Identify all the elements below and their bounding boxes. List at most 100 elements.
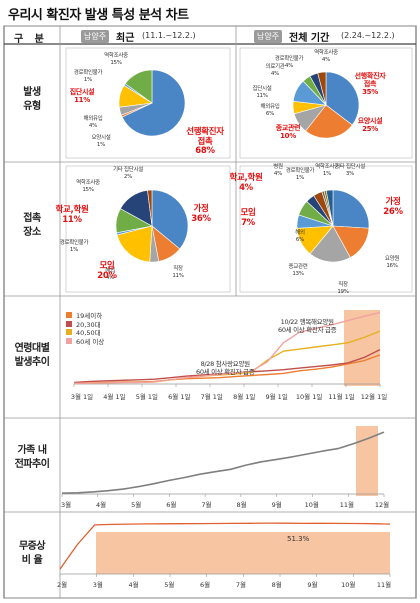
age-x-tick-label: 7월 1일	[200, 393, 223, 401]
row-label-contact: 접촉 장소	[23, 213, 41, 238]
legend-swatch	[66, 329, 72, 336]
pie-slice-label: 경로확인불가 1%	[73, 70, 103, 83]
family-chart-highlight	[356, 426, 378, 496]
pie-slice-label: 병원 4%	[273, 164, 283, 177]
row-label-occurrence: 발생 유형	[23, 87, 41, 112]
asymptomatic-x-tick-label: 3월	[92, 581, 103, 589]
pie-slice-label: 요양시설 1%	[91, 135, 111, 148]
pie-slice-label: 역학조사중 15%	[76, 180, 100, 193]
pie-slice-label: 집단시설 11%	[69, 88, 95, 104]
asymptomatic-x-tick-label: 10월	[341, 581, 356, 589]
age-x-tick-label: 8월 1일	[233, 393, 256, 401]
age-x-tick-label: 5월 1일	[135, 393, 159, 401]
pie-occurrence-recent-slice	[124, 69, 153, 104]
legend-swatch	[66, 320, 72, 327]
pie-frame	[239, 165, 413, 293]
asymptomatic-chart-highlight	[96, 532, 390, 574]
pie-contact-all-slice	[309, 225, 351, 263]
row-label-asymptomatic: 무증상 비 율	[18, 541, 46, 566]
asymptomatic-chart-series	[59, 522, 391, 570]
family-x-tick-label: 11월	[339, 501, 355, 509]
family-x-tick-label: 12월	[374, 501, 390, 509]
pie-slice-label: 직장 11%	[172, 266, 184, 279]
legend-label: 20,30대	[76, 320, 101, 329]
family-x-tick-label: 7월	[201, 501, 212, 509]
pie-occurrence-recent-slice	[121, 69, 186, 137]
pie-slice-label: 해외유입 4%	[83, 116, 103, 129]
pie-slice-label: 학교,학원 4%	[229, 173, 263, 193]
pie-slice-label: 해외 6%	[295, 230, 305, 243]
family-x-tick-label: 3월	[60, 501, 72, 509]
asymptomatic-x-tick-label: 9월	[307, 581, 318, 589]
pie-slice-label: 직장 19%	[337, 282, 349, 295]
age-legend: 19세이하 20,30대 40,50대 60세 이상	[66, 311, 104, 346]
family-x-tick-label: 10월	[304, 501, 319, 509]
pie-slice-label: 선행확진자 접촉 35%	[354, 72, 386, 96]
region-badge-recent: 남양주	[81, 30, 110, 43]
age-x-tick-label: 11월 1일	[328, 393, 355, 401]
pie-slice-label: 해외 4%	[105, 268, 115, 281]
annotation-oct22: 10/22 행복해요양원 60세 이상 확진자 급증	[278, 318, 337, 334]
pie-slice-label: 선행확진자 접촉 68%	[186, 127, 224, 156]
pie-slice-label: 경로확인불가 4%	[274, 56, 304, 69]
legend-swatch	[66, 312, 72, 319]
pie-slice-label: 종교관련 13%	[288, 264, 308, 277]
pie-slice-label: 기타 집단시설 3%	[334, 164, 366, 177]
legend-item: 19세이하	[66, 311, 104, 320]
age-x-tick-label: 10월 1일	[295, 393, 323, 401]
pie-slice-label: 요양원 16%	[384, 256, 400, 269]
legend-swatch	[66, 337, 72, 344]
asymptomatic-x-tick-label: 2월	[56, 581, 68, 589]
age-chart-highlight	[344, 310, 380, 386]
legend-item: 60세 이상	[66, 337, 104, 346]
pie-slice-label: 역학조사중 1%	[315, 164, 339, 177]
pie-slice-label: 경로확인불가 1%	[59, 240, 89, 253]
age-x-tick-label: 6월 1일	[168, 393, 191, 401]
age-x-tick-label: 4월 1일	[103, 393, 126, 401]
page-title: 우리시 확진자 발생 특성 분석 차트	[8, 8, 189, 23]
pie-slice-label: 모임 20%	[97, 261, 117, 281]
all-period-label: 전체 기간	[289, 33, 330, 44]
recent-range: (11.1.~12.2.)	[142, 31, 196, 40]
pie-frame	[239, 47, 413, 159]
family-x-tick-label: 8월	[236, 501, 247, 509]
legend-label: 40,50대	[76, 329, 101, 338]
pie-contact-all-slice	[332, 189, 370, 229]
age-x-tick-label: 3월 1일	[70, 393, 94, 401]
pie-slice-label: 가정 26%	[383, 197, 403, 217]
age-x-tick-label: 12월 1일	[360, 393, 388, 401]
recent-label: 최근	[116, 33, 135, 44]
asymptomatic-x-tick-label: 7월	[235, 581, 246, 589]
legend-label: 19세이하	[76, 312, 103, 321]
asymptomatic-x-tick-label: 5월	[164, 581, 175, 589]
region-badge-all: 남양주	[254, 30, 283, 43]
header-gubun: 구 분	[14, 34, 48, 45]
pie-slice-label: 기타 집단시설 2%	[112, 167, 144, 180]
family-x-tick-label: 9월	[271, 501, 282, 509]
pie-slice-label: 경로확인불가 1%	[285, 168, 315, 181]
pie-slice-label: 종교관련 10%	[275, 124, 301, 140]
pie-slice-label: 역학조사중 15%	[104, 53, 128, 66]
annotation-aug28: 8/28 참사랑요양원 60세 이상 확진자 급증	[196, 360, 255, 376]
row-label-age: 연령대별 발생추이	[14, 343, 50, 368]
pie-slice-label: 역학조사중 4%	[314, 50, 338, 63]
legend-label: 60세 이상	[76, 337, 105, 346]
pie-contact-recent-slice	[147, 189, 153, 227]
pie-slice-label: 요양시설 25%	[357, 117, 383, 133]
pie-slice-label: 해외유입 6%	[260, 104, 280, 117]
pie-slice-label: 학교,학원 11%	[55, 205, 89, 225]
age-chart-series	[73, 311, 381, 385]
family-x-tick-label: 6월	[166, 501, 177, 509]
pie-occurrence-all-slice	[305, 104, 353, 139]
asymptomatic-x-tick-label: 11월	[376, 581, 392, 589]
asymptomatic-x-tick-label: 4월	[128, 581, 139, 589]
pie-contact-recent-slice	[116, 225, 153, 263]
pie-slice-label: 의료기관 4%	[265, 64, 285, 77]
pie-contact-all-slice	[325, 189, 334, 227]
pie-occurrence-all-slice	[317, 71, 327, 106]
family-chart-series	[61, 431, 385, 494]
all-period-range: (2.24.~12.2.)	[341, 31, 395, 40]
pie-slice-label: 가정 36%	[191, 204, 211, 224]
